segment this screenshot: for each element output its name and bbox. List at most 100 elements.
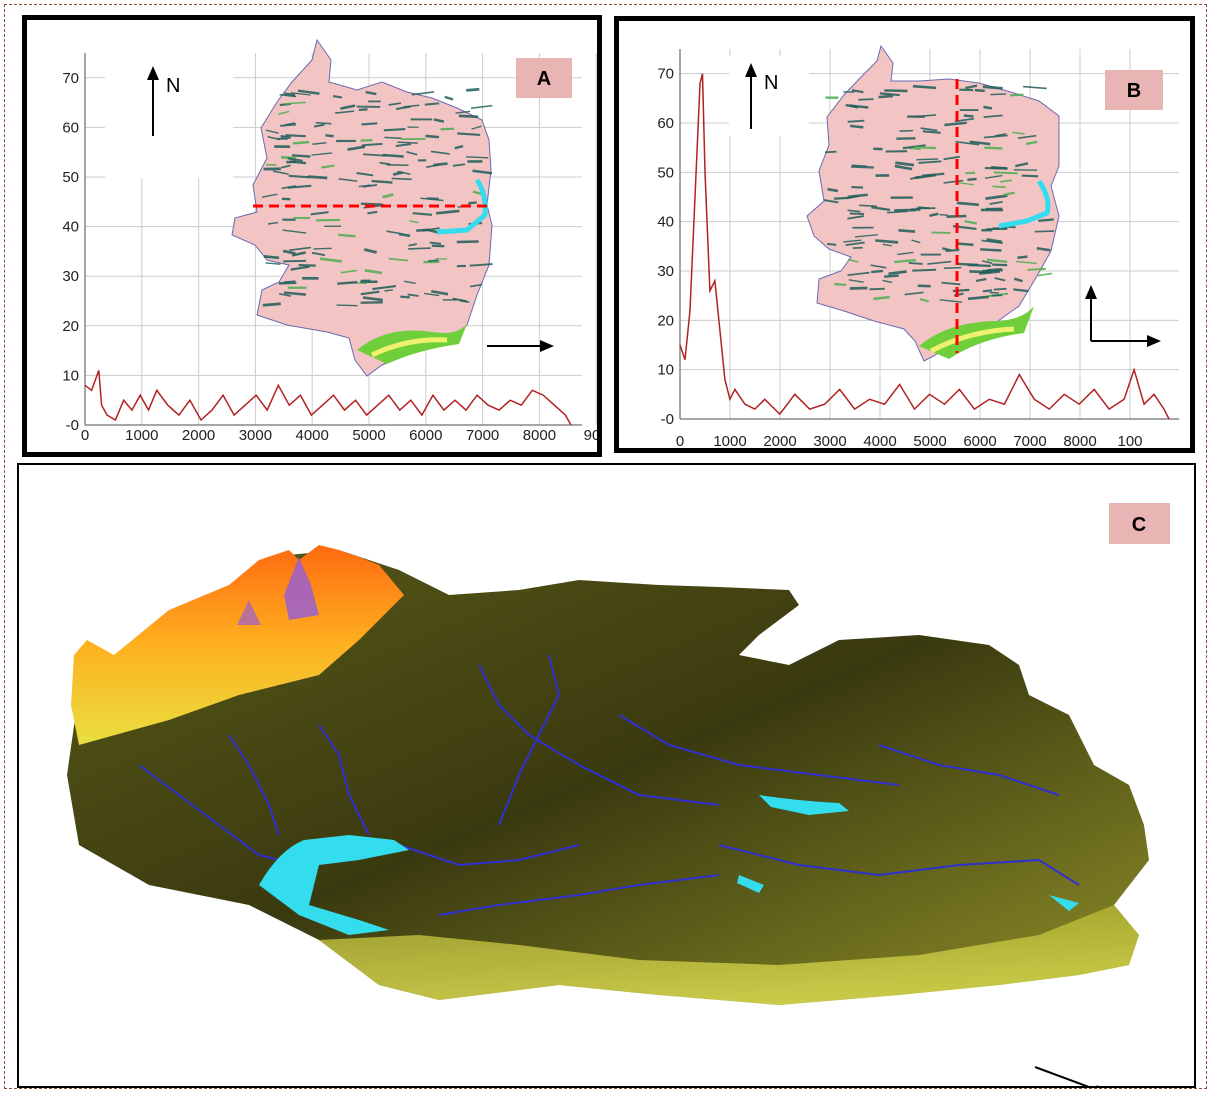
drainage-stroke — [823, 199, 839, 204]
drainage-stroke — [321, 164, 335, 169]
drainage-stroke — [908, 261, 923, 265]
water-bodies — [259, 795, 1079, 935]
drainage-stroke — [336, 304, 358, 307]
drainage-stroke — [981, 260, 993, 264]
drainage-stroke — [945, 248, 960, 253]
x-tick-label-a: 7000 — [466, 427, 499, 444]
drainage-stroke — [894, 258, 916, 264]
drainage-stroke — [470, 283, 482, 288]
drainage-stroke — [871, 269, 884, 274]
drainage-stroke — [827, 242, 837, 246]
drainage-stroke — [281, 185, 296, 190]
drainage-stroke — [363, 153, 387, 157]
drainage-stroke — [847, 215, 865, 220]
drainage-stroke — [990, 93, 1007, 96]
drainage-stroke — [1013, 288, 1029, 293]
drainage-stroke — [431, 244, 445, 248]
drainage-stroke — [833, 196, 849, 200]
drainage-stroke — [360, 290, 380, 296]
panel-c: C N — [17, 463, 1196, 1088]
north-arrow-a — [147, 66, 159, 136]
x-tick-label-a: 1000 — [125, 427, 158, 444]
y-tick-label-a: 10 — [62, 367, 79, 384]
elevation-profile-line-a — [84, 370, 572, 426]
drainage-stroke — [391, 177, 412, 181]
drainage-stroke — [435, 209, 460, 215]
drainage-stroke — [338, 178, 358, 182]
drainage-stroke — [899, 129, 914, 132]
drainage-stroke — [360, 301, 383, 304]
drainage-stroke — [873, 295, 890, 301]
x-tick-label-a: 4000 — [296, 427, 329, 444]
drainage-stroke — [472, 169, 493, 175]
drainage-stroke — [888, 270, 907, 276]
y-tick-label-b: 70 — [657, 66, 674, 83]
drainage-stroke — [965, 171, 976, 175]
drainage-stroke — [850, 165, 874, 169]
drainage-stroke — [287, 157, 303, 162]
drainage-stroke — [879, 92, 900, 97]
drainage-stroke — [978, 270, 1001, 275]
drainage-stroke — [308, 175, 328, 180]
drainage-stroke — [332, 95, 343, 99]
drainage-stroke — [364, 269, 383, 275]
drainage-stroke — [964, 220, 978, 225]
drainage-stroke — [1015, 162, 1029, 168]
drainage-stroke — [1000, 179, 1012, 183]
drainage-stroke — [427, 228, 439, 234]
drainage-stroke — [367, 210, 378, 215]
drainage-stroke — [361, 122, 378, 126]
drainage-stroke — [991, 294, 1003, 297]
drainage-stroke — [272, 170, 289, 175]
drainage-stroke — [409, 220, 419, 224]
drainage-stroke — [429, 241, 442, 245]
drainage-stroke — [845, 241, 865, 247]
drainage-stroke — [982, 289, 993, 293]
drainage-stroke — [993, 171, 1018, 175]
drainage-stroke — [851, 185, 864, 189]
drainage-stroke — [1015, 260, 1037, 265]
drainage-stroke — [884, 274, 899, 278]
terrain-front-edge — [319, 905, 1139, 1005]
drainage-stroke — [283, 259, 307, 263]
y-tick-label-a: 60 — [62, 119, 79, 136]
drainage-stroke — [452, 163, 466, 167]
drainage-stroke — [340, 104, 356, 110]
drainage-stroke — [847, 271, 870, 277]
drainage-stroke — [310, 211, 329, 216]
panel-a-chart: 70 60 50 40 30 20 10 -00 1000 2000 3000 4000 5000 600… — [62, 38, 597, 444]
drainage-stroke — [986, 238, 1003, 243]
drainage-stroke — [290, 92, 311, 96]
drainage-stroke — [987, 268, 1002, 271]
drainage-stroke — [365, 90, 377, 96]
drainage-stroke — [1038, 218, 1054, 223]
drainage-stroke — [412, 212, 433, 216]
drainage-stroke — [848, 279, 864, 283]
north-label-b: N — [764, 72, 778, 94]
drainage-stroke — [472, 190, 482, 195]
drainage-stroke — [384, 136, 402, 140]
drainage-stroke — [859, 204, 878, 208]
panel-b-ticks: 70 60 50 40 30 20 10 -00 1000 2000 3000 4000 5000 600… — [657, 66, 1142, 448]
drainage-stroke — [904, 291, 924, 296]
elevation-profile-line-b — [679, 73, 1170, 420]
drainage-stroke — [397, 170, 411, 175]
drainage-stroke — [929, 212, 939, 218]
drainage-stroke — [851, 89, 864, 94]
x-tick-label-a: 3000 — [239, 427, 272, 444]
drainage-stroke — [870, 264, 887, 269]
drainage-stroke — [283, 291, 307, 296]
drainage-stroke — [407, 293, 419, 297]
drainage-stroke — [848, 258, 859, 263]
drainage-stroke — [919, 298, 930, 303]
drainage-stroke — [1025, 140, 1038, 146]
drainage-stroke — [285, 134, 306, 138]
drainage-stroke — [471, 125, 482, 130]
drainage-stroke — [261, 193, 278, 198]
drainage-stroke — [459, 299, 470, 303]
panel-label-a: A — [537, 68, 551, 90]
panel-b: 70 60 50 40 30 20 10 -0 0 1000 2000 3000 4000 5000 600… — [614, 16, 1195, 453]
drainage-stroke — [993, 287, 1007, 291]
drainage-stroke — [278, 110, 290, 115]
panel-b-profile — [679, 73, 1170, 420]
